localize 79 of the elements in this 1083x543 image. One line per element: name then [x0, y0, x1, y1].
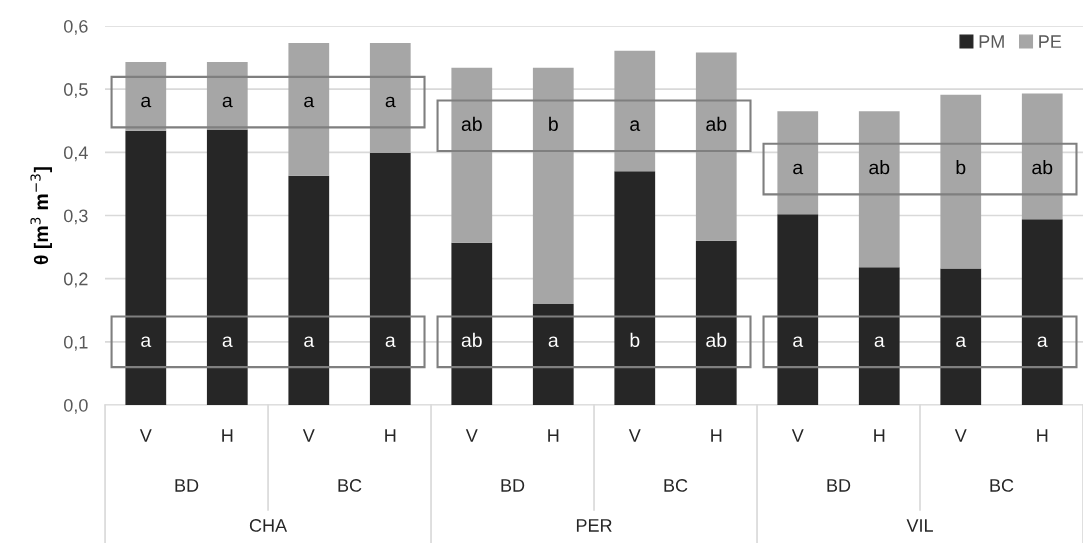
y-tick-label: 0,2: [63, 272, 88, 288]
text: CHA: [249, 519, 288, 532]
x-tick-label: V: [791, 429, 804, 442]
text: BC: [338, 479, 362, 492]
data-label: b: [630, 332, 640, 348]
bar: [940, 94, 982, 269]
bar: [695, 52, 737, 241]
bar: [451, 242, 493, 405]
bar: [1021, 93, 1063, 220]
bar: [695, 240, 737, 405]
text: BC: [664, 479, 688, 492]
data-label: a: [385, 96, 396, 108]
x-tick-label: H: [711, 429, 722, 442]
x-tick-label: V: [628, 429, 641, 442]
data-label: a: [630, 120, 641, 132]
data-label: a: [874, 336, 885, 348]
data-label: a: [956, 336, 967, 348]
text: BC: [990, 479, 1014, 492]
y-tick-label: 0,1: [63, 335, 88, 351]
bar: [288, 43, 330, 176]
legend-label: PE: [1039, 35, 1062, 48]
data-label: ab: [869, 160, 890, 175]
bar: [206, 62, 248, 130]
bar: [125, 130, 167, 405]
data-label: a: [793, 163, 804, 175]
bar: [369, 43, 411, 153]
data-label: a: [222, 96, 233, 108]
x-tick-label: H: [874, 429, 885, 442]
data-label: a: [141, 96, 152, 108]
x-tick-label: H: [222, 429, 233, 442]
x-tick-label: H: [548, 429, 559, 442]
x-tick-label: H: [385, 429, 396, 442]
text: BD: [827, 479, 851, 492]
bar: [288, 175, 330, 405]
text: BD: [175, 479, 199, 492]
text: VIL: [906, 519, 933, 532]
y-tick-label: 0,3: [63, 209, 88, 225]
bar: [614, 50, 656, 172]
data-label: a: [141, 336, 152, 348]
bar: [451, 67, 493, 243]
bar: [858, 267, 900, 405]
data-label: ab: [706, 116, 727, 132]
bar: [532, 303, 574, 405]
y-tick-label: 0,5: [63, 83, 88, 99]
data-label: a: [222, 336, 233, 348]
data-label: a: [304, 96, 315, 108]
data-label: a: [548, 336, 559, 348]
x-tick-label: H: [1037, 429, 1048, 442]
text: BD: [501, 479, 525, 492]
data-label: ab: [706, 332, 727, 348]
text: PER: [576, 519, 612, 532]
bar: [777, 111, 819, 215]
data-label: ab: [461, 116, 482, 132]
bar: [940, 268, 982, 405]
data-label: a: [793, 336, 804, 348]
bar: [369, 152, 411, 405]
data-label: a: [304, 336, 315, 348]
x-tick-label: V: [954, 429, 967, 442]
data-label: b: [956, 160, 966, 175]
y-axis-title: θ [m$^{3}$ m$^{−3}$]: [30, 167, 52, 265]
x-tick-label: V: [302, 429, 315, 442]
y-tick-label: 0,4: [63, 146, 88, 162]
bar: [206, 129, 248, 405]
x-tick-label: V: [465, 429, 478, 442]
x-tick-label: V: [139, 429, 152, 442]
bar: [858, 111, 900, 268]
bar: [1021, 219, 1063, 405]
y-tick-label: 0,0: [63, 398, 88, 414]
bar: [532, 67, 574, 304]
y-tick-label: 0,6: [63, 19, 88, 35]
data-label: a: [385, 336, 396, 348]
bar: [777, 214, 819, 405]
data-label: b: [549, 116, 558, 132]
legend-label: PM: [979, 35, 1004, 48]
data-label: ab: [461, 332, 482, 348]
bar: [614, 171, 656, 405]
bar: [125, 62, 167, 131]
data-label: a: [1037, 336, 1048, 348]
data-label: ab: [1032, 160, 1053, 175]
